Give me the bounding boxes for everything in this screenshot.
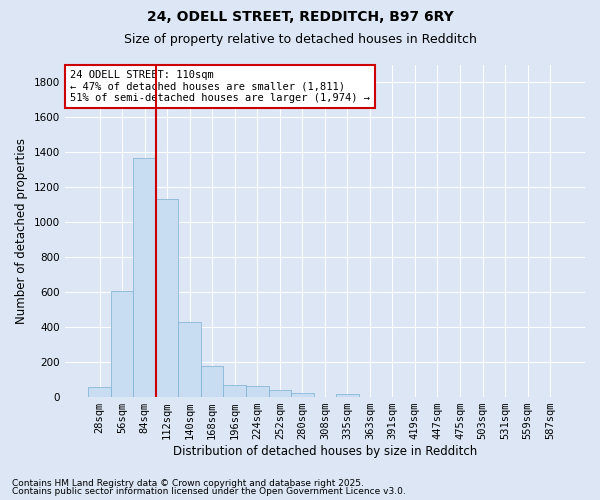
Bar [269,390,291,396]
Bar [246,386,269,396]
Y-axis label: Number of detached properties: Number of detached properties [15,138,28,324]
Bar [201,366,223,396]
Bar [88,387,111,396]
Bar [223,385,246,396]
Text: 24, ODELL STREET, REDDITCH, B97 6RY: 24, ODELL STREET, REDDITCH, B97 6RY [146,10,454,24]
Bar [336,394,359,396]
Text: 24 ODELL STREET: 110sqm
← 47% of detached houses are smaller (1,811)
51% of semi: 24 ODELL STREET: 110sqm ← 47% of detache… [70,70,370,103]
Bar [111,291,133,397]
Bar [133,158,156,396]
Text: Contains HM Land Registry data © Crown copyright and database right 2025.: Contains HM Land Registry data © Crown c… [12,478,364,488]
Text: Contains public sector information licensed under the Open Government Licence v3: Contains public sector information licen… [12,487,406,496]
X-axis label: Distribution of detached houses by size in Redditch: Distribution of detached houses by size … [173,444,477,458]
Text: Size of property relative to detached houses in Redditch: Size of property relative to detached ho… [124,32,476,46]
Bar [291,393,314,396]
Bar [178,322,201,396]
Bar [156,200,178,396]
